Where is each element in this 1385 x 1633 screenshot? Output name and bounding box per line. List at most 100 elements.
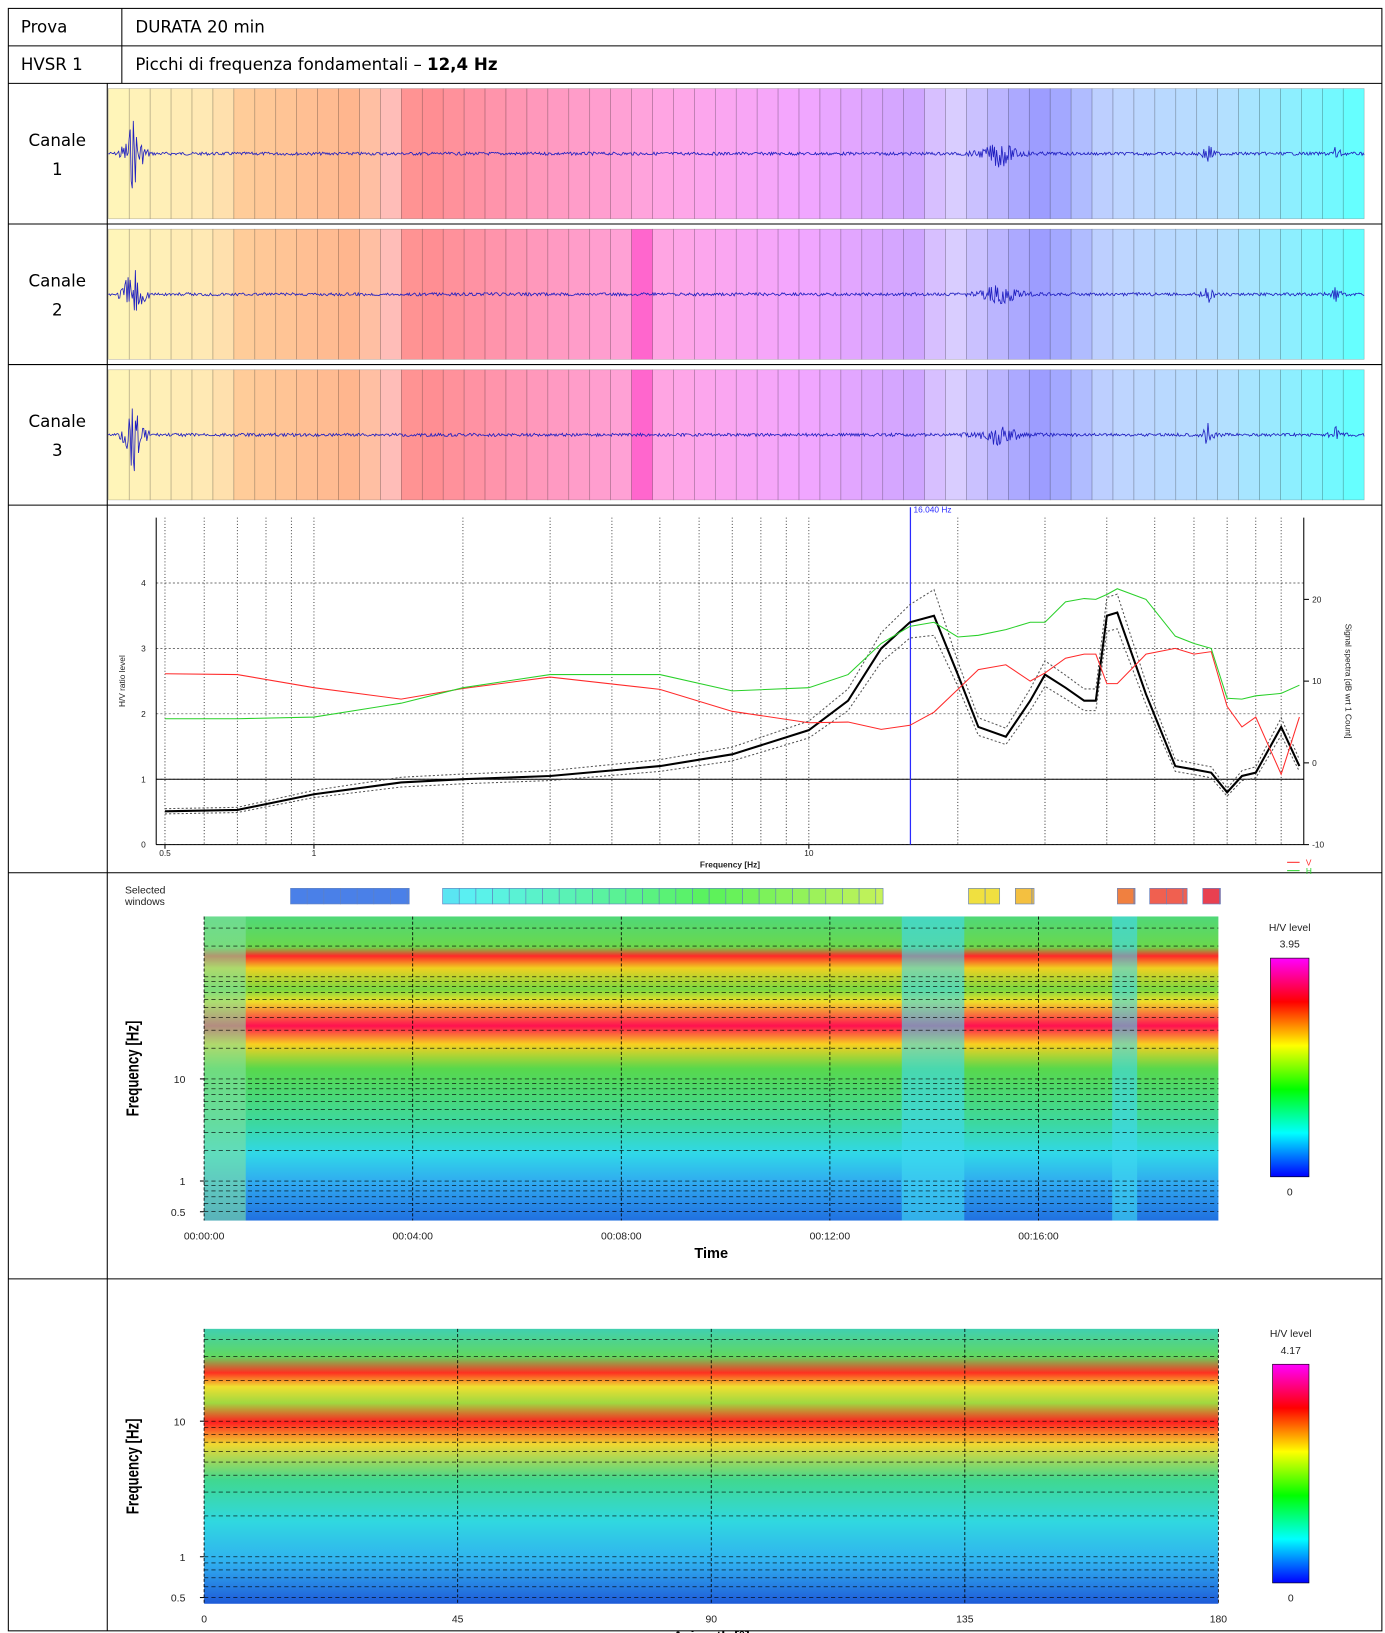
series-line — [164, 588, 1300, 720]
selected-window — [825, 888, 843, 905]
selected-window — [1015, 888, 1033, 905]
y-axis-title: Frequency [Hz] — [124, 1021, 143, 1117]
selected-window — [492, 888, 510, 905]
heatmap-patch — [901, 916, 965, 1221]
window-band — [1259, 88, 1281, 220]
window-band — [1175, 228, 1198, 360]
y-tick-label: 4 — [141, 578, 146, 588]
selected-window — [775, 888, 793, 905]
windows-label: windows — [124, 897, 165, 908]
selected-window — [442, 888, 460, 905]
channel-label: Canale — [29, 131, 86, 150]
x-tick-label: 10 — [804, 848, 814, 858]
row-label: HVSR 1 — [21, 55, 83, 74]
selected-window — [708, 888, 727, 905]
y-tick-label: 1 — [180, 1177, 186, 1188]
selected-window — [1166, 888, 1184, 905]
y2-tick-label: -10 — [1312, 840, 1324, 850]
series-line — [164, 611, 1301, 813]
y2-tick-label: 20 — [1312, 595, 1322, 605]
window-band — [924, 228, 946, 360]
windows-label: Selected — [125, 886, 166, 897]
legend-label: V — [1306, 857, 1312, 867]
selected-window — [306, 888, 325, 905]
waveform — [108, 270, 1365, 311]
selected-window — [1149, 888, 1167, 905]
window-band — [128, 369, 151, 501]
x-tick-label: 180 — [1210, 1615, 1228, 1626]
selected-window — [1117, 888, 1135, 905]
y-tick-label: 0.5 — [171, 1208, 186, 1219]
heatmap-patch — [1112, 916, 1138, 1221]
colorbar-min: 0 — [1287, 1188, 1293, 1199]
selected-window — [658, 888, 677, 905]
x-tick-label: 1 — [312, 848, 317, 858]
colorbar — [1272, 1363, 1310, 1584]
channel-label: 2 — [52, 301, 63, 320]
selected-window — [290, 888, 308, 905]
window-band — [1342, 88, 1365, 220]
selected-window — [475, 888, 493, 905]
selected-window — [373, 888, 391, 905]
window-band — [401, 88, 423, 220]
colorbar-max: 4.17 — [1281, 1346, 1301, 1357]
heatmap-patch — [204, 916, 246, 1221]
channel-label: Canale — [29, 412, 86, 431]
x-tick-label: 00:00:00 — [184, 1231, 225, 1242]
selected-window — [1182, 888, 1188, 905]
selected-window — [592, 888, 610, 905]
selected-window — [558, 888, 577, 905]
x-tick-label: 00:04:00 — [392, 1231, 433, 1242]
y-tick-label: 0 — [141, 840, 146, 850]
window-band — [1175, 369, 1198, 501]
selected-window — [575, 888, 593, 905]
x-tick-label: 45 — [452, 1615, 464, 1626]
window-band — [735, 88, 758, 220]
selected-window — [406, 888, 410, 905]
heatmap — [204, 916, 1219, 1221]
window-band — [903, 88, 925, 220]
selected-window — [340, 888, 358, 905]
row-text: DURATA 20 min — [135, 17, 264, 36]
selected-window — [356, 888, 375, 905]
selected-window — [1133, 888, 1136, 905]
window-band — [694, 369, 716, 501]
window-band — [1301, 369, 1323, 501]
colorbar-title: H/V level — [1270, 1329, 1312, 1340]
channel-label: 3 — [52, 441, 63, 460]
selected-window — [458, 888, 477, 905]
y-tick-label: 10 — [174, 1417, 186, 1428]
selected-window — [758, 888, 777, 905]
window-band — [589, 88, 611, 220]
series-line — [164, 588, 1300, 810]
colorbar — [1270, 957, 1310, 1178]
y2-tick-label: 0 — [1312, 758, 1317, 768]
selected-window — [542, 888, 560, 905]
series-line — [164, 647, 1300, 776]
channel-label: Canale — [29, 271, 86, 290]
row-text: Picchi di frequenza fondamentali – — [135, 55, 421, 74]
selected-window — [1202, 888, 1220, 905]
y-axis-title: H/V ratio level — [117, 655, 127, 707]
selected-window — [968, 888, 986, 905]
window-band — [233, 88, 256, 220]
selected-window — [875, 888, 884, 905]
series-line — [164, 628, 1300, 815]
window-band — [966, 88, 988, 220]
selected-window — [984, 888, 1001, 905]
selected-window — [1031, 888, 1035, 905]
y-tick-label: 2 — [141, 709, 146, 719]
selected-window — [625, 888, 643, 905]
x-axis-title: Time — [694, 1246, 728, 1262]
selected-window — [725, 888, 743, 905]
selected-window — [692, 888, 710, 905]
y-tick-label: 1 — [141, 774, 146, 784]
selected-window — [390, 888, 408, 905]
waveform — [108, 120, 1365, 189]
selected-window — [608, 888, 627, 905]
marker-label: 16.040 Hz — [914, 504, 952, 514]
y-tick-label: 10 — [174, 1075, 186, 1086]
colorbar-title: H/V level — [1269, 923, 1311, 934]
peak-frequency: 12,4 Hz — [427, 55, 498, 74]
